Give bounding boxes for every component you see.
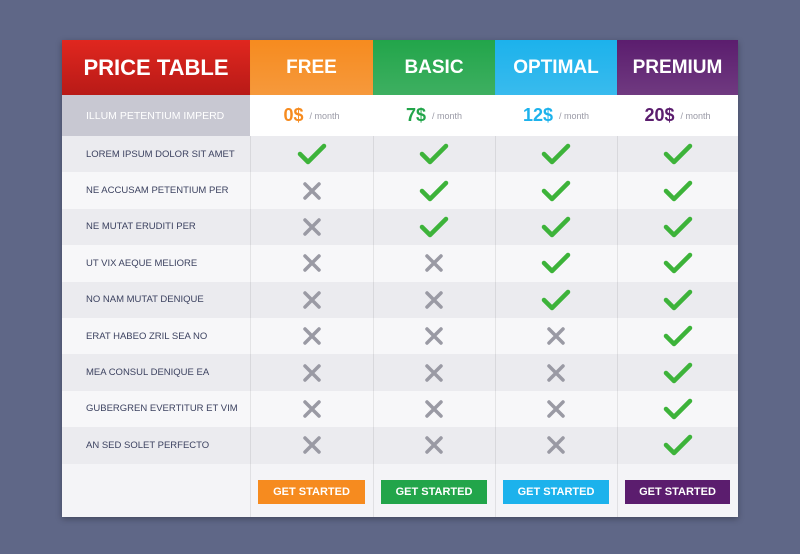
- cross-icon: [250, 391, 373, 427]
- get-started-button[interactable]: GET STARTED: [258, 479, 365, 504]
- cross-icon: [250, 354, 373, 390]
- column-shade: [495, 40, 496, 517]
- plan-name: BASIC: [373, 40, 495, 95]
- price-period: / month: [680, 110, 711, 121]
- row-bg: [62, 245, 738, 282]
- feature-label: NO NAM MUTAT DENIQUE: [86, 294, 204, 306]
- plan-name: PREMIUM: [617, 40, 738, 95]
- check-icon: [617, 245, 738, 281]
- price-row-label: ILLUM PETENTIUM IMPERD: [62, 95, 250, 136]
- column-shade: [373, 40, 374, 517]
- check-icon: [617, 391, 738, 427]
- check-icon: [373, 209, 495, 245]
- feature-label: MEA CONSUL DENIQUE EA: [86, 367, 210, 379]
- price: 20$: [644, 105, 675, 125]
- row-bg: [62, 172, 738, 209]
- check-icon: [617, 172, 738, 208]
- feature-label: AN SED SOLET PERFECTO: [86, 439, 210, 451]
- price-cell: 0$ / month: [250, 95, 373, 136]
- row-bg: [62, 208, 738, 246]
- cross-icon: [250, 209, 373, 245]
- row-bg: [62, 318, 738, 355]
- check-icon: [617, 282, 738, 318]
- feature-label: UT VIX AEQUE MELIORE: [86, 257, 198, 269]
- price-period: / month: [559, 110, 590, 121]
- check-icon: [250, 136, 373, 172]
- plan-name: OPTIMAL: [495, 40, 617, 95]
- feature-label: ERAT HABEO ZRIL SEA NO: [86, 330, 208, 342]
- feature-label: LOREM IPSUM DOLOR SIT AMET: [86, 148, 235, 160]
- get-started-button[interactable]: GET STARTED: [503, 479, 609, 504]
- check-icon: [617, 209, 738, 245]
- cross-icon: [373, 245, 495, 281]
- price-cell: 12$ / month: [495, 95, 617, 136]
- check-icon: [373, 136, 495, 172]
- cross-icon: [495, 391, 617, 427]
- cross-icon: [250, 172, 373, 208]
- check-icon: [373, 172, 495, 208]
- row-bg: [62, 136, 738, 173]
- check-icon: [495, 209, 617, 245]
- check-icon: [495, 245, 617, 281]
- price: 12$: [522, 105, 554, 125]
- row-bg: [62, 354, 738, 391]
- check-icon: [617, 136, 738, 172]
- cross-icon: [373, 391, 495, 427]
- price-period: / month: [432, 110, 463, 121]
- check-icon: [617, 427, 738, 463]
- price-cell: 20$ / month: [617, 95, 738, 136]
- cross-icon: [373, 318, 495, 354]
- cross-icon: [250, 282, 373, 318]
- cross-icon: [250, 245, 373, 281]
- row-bg: [62, 390, 738, 428]
- feature-label: NE ACCUSAM PETENTIUM PER: [86, 185, 229, 197]
- cross-icon: [373, 427, 495, 463]
- price-cell: 7$ / month: [373, 95, 495, 136]
- cross-icon: [495, 318, 617, 354]
- row-bg: [62, 281, 738, 318]
- cross-icon: [373, 354, 495, 390]
- get-started-button[interactable]: GET STARTED: [625, 479, 730, 504]
- price-table: PRICE TABLE ILLUM PETENTIUM IMPERD LOREM…: [62, 40, 738, 517]
- feature-label: GUBERGREN EVERTITUR ET VIM: [86, 403, 238, 415]
- cross-icon: [250, 427, 373, 463]
- check-icon: [617, 318, 738, 354]
- price-period: / month: [309, 110, 340, 121]
- check-icon: [495, 282, 617, 318]
- cross-icon: [495, 427, 617, 463]
- check-icon: [495, 136, 617, 172]
- column-shade: [617, 40, 618, 517]
- feature-label: NE MUTAT ERUDITI PER: [86, 221, 196, 233]
- get-started-button[interactable]: GET STARTED: [381, 479, 487, 504]
- cross-icon: [495, 354, 617, 390]
- check-icon: [617, 354, 738, 390]
- check-icon: [495, 172, 617, 208]
- table-title: PRICE TABLE: [62, 40, 250, 95]
- row-bg: [62, 427, 738, 464]
- price: 7$: [405, 105, 426, 125]
- cross-icon: [250, 318, 373, 354]
- cross-icon: [373, 282, 495, 318]
- plan-name: FREE: [250, 40, 373, 95]
- price: 0$: [283, 105, 304, 125]
- column-shade: [250, 40, 251, 517]
